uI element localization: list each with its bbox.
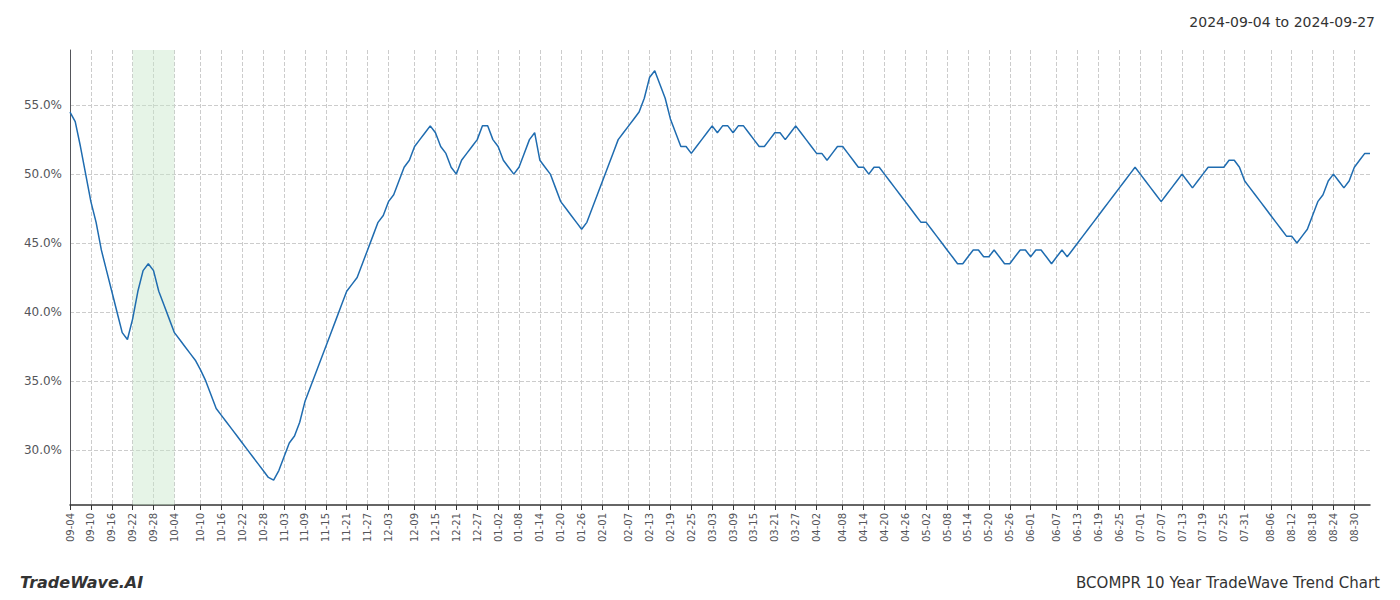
svg-text:08-24: 08-24 [1328,513,1339,542]
svg-text:02-13: 02-13 [644,513,655,542]
svg-text:40.0%: 40.0% [24,305,62,319]
svg-text:08-12: 08-12 [1286,513,1297,542]
svg-text:04-08: 04-08 [837,513,848,542]
svg-text:05-08: 05-08 [942,513,953,542]
svg-text:05-26: 05-26 [1004,513,1015,542]
svg-text:01-02: 01-02 [493,513,504,542]
svg-text:12-15: 12-15 [430,513,441,542]
svg-text:11-09: 11-09 [299,513,310,542]
svg-text:10-28: 10-28 [258,513,269,542]
svg-text:06-01: 06-01 [1025,513,1036,542]
svg-text:11-27: 11-27 [362,513,373,542]
svg-text:06-19: 06-19 [1093,513,1104,542]
svg-text:11-21: 11-21 [341,513,352,542]
svg-text:35.0%: 35.0% [24,374,62,388]
svg-text:03-03: 03-03 [707,513,718,542]
svg-text:02-25: 02-25 [686,513,697,542]
svg-text:05-02: 05-02 [921,513,932,542]
svg-text:12-09: 12-09 [409,513,420,542]
svg-text:07-19: 07-19 [1197,513,1208,542]
svg-text:50.0%: 50.0% [24,167,62,181]
svg-text:2024-09-04 to 2024-09-27: 2024-09-04 to 2024-09-27 [1189,14,1375,30]
svg-text:55.0%: 55.0% [24,98,62,112]
svg-text:04-20: 04-20 [879,513,890,542]
svg-text:08-06: 08-06 [1265,513,1276,542]
svg-text:12-03: 12-03 [383,513,394,542]
svg-text:11-15: 11-15 [320,513,331,542]
svg-text:02-01: 02-01 [597,513,608,542]
svg-text:09-10: 09-10 [85,513,96,542]
svg-text:10-22: 10-22 [237,513,248,542]
svg-text:12-27: 12-27 [472,513,483,542]
svg-text:02-07: 02-07 [623,513,634,542]
svg-text:09-04: 09-04 [65,513,76,542]
svg-text:TradeWave.AI: TradeWave.AI [20,573,143,592]
svg-text:05-14: 05-14 [962,513,973,542]
svg-text:07-01: 07-01 [1135,513,1146,542]
svg-text:01-08: 01-08 [513,513,524,542]
svg-text:09-16: 09-16 [106,513,117,542]
svg-text:06-25: 06-25 [1114,513,1125,542]
svg-text:09-28: 09-28 [148,513,159,542]
svg-text:07-31: 07-31 [1239,513,1250,542]
svg-text:03-15: 03-15 [748,513,759,542]
svg-text:12-21: 12-21 [451,513,462,542]
svg-text:06-13: 06-13 [1072,513,1083,542]
svg-text:05-20: 05-20 [983,513,994,542]
svg-text:BCOMPR 10 Year TradeWave Trend: BCOMPR 10 Year TradeWave Trend Chart [1076,574,1380,592]
svg-text:01-20: 01-20 [555,513,566,542]
svg-text:09-22: 09-22 [127,513,138,542]
svg-text:07-07: 07-07 [1156,513,1167,542]
svg-text:04-26: 04-26 [900,513,911,542]
svg-text:10-16: 10-16 [216,513,227,542]
svg-text:04-02: 04-02 [811,513,822,542]
svg-text:01-14: 01-14 [534,513,545,542]
svg-text:03-21: 03-21 [769,513,780,542]
svg-text:07-13: 07-13 [1177,513,1188,542]
svg-text:10-04: 10-04 [169,513,180,542]
svg-text:06-07: 06-07 [1051,513,1062,542]
svg-text:03-27: 03-27 [790,513,801,542]
svg-text:08-18: 08-18 [1307,513,1318,542]
svg-text:10-10: 10-10 [195,513,206,542]
svg-text:11-03: 11-03 [279,513,290,542]
svg-text:01-26: 01-26 [576,513,587,542]
svg-text:30.0%: 30.0% [24,443,62,457]
svg-text:03-09: 03-09 [728,513,739,542]
svg-text:08-30: 08-30 [1349,513,1360,542]
svg-text:04-14: 04-14 [858,513,869,542]
svg-text:45.0%: 45.0% [24,236,62,250]
svg-text:02-19: 02-19 [665,513,676,542]
svg-text:07-25: 07-25 [1218,513,1229,542]
